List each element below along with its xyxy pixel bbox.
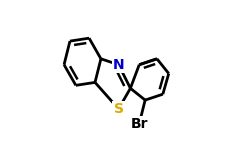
Text: Br: Br <box>130 117 148 131</box>
Text: N: N <box>113 58 124 72</box>
Text: S: S <box>114 102 124 116</box>
